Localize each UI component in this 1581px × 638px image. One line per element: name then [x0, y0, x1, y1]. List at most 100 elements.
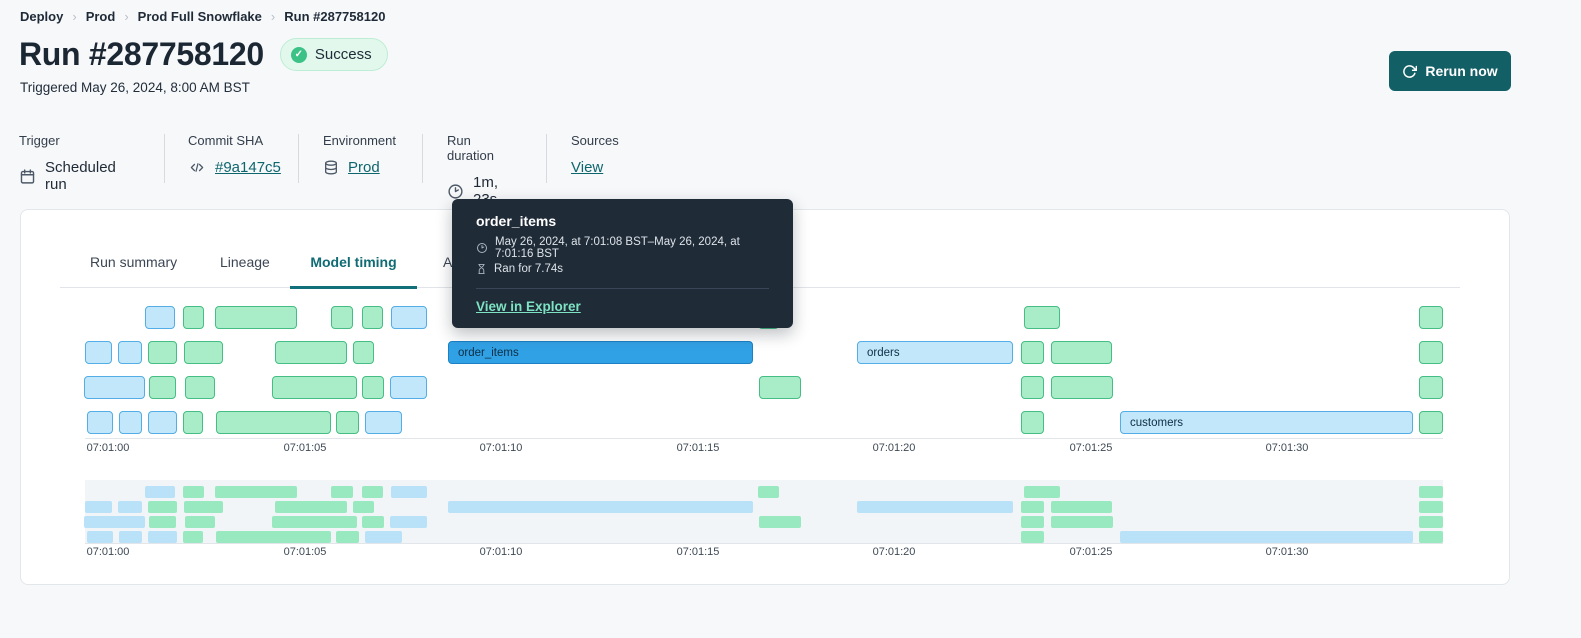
breadcrumb-item-prod-full-snowflake[interactable]: Prod Full Snowflake [137, 9, 262, 24]
mini-gantt-bar [149, 516, 176, 528]
gantt-bar-customers[interactable]: customers [1120, 411, 1413, 434]
gantt-bar-orders[interactable]: orders [857, 341, 1013, 364]
gantt-bar[interactable] [365, 411, 402, 434]
mini-gantt-bar [1120, 531, 1413, 543]
main-axis-tick-07-01-25: 07:01:25 [1069, 442, 1113, 454]
gantt-bar[interactable] [1024, 306, 1060, 329]
mini-axis-tick-07-01-30: 07:01:30 [1265, 546, 1309, 558]
mini-gantt-bar [1024, 486, 1060, 498]
gantt-bar[interactable] [1419, 411, 1443, 434]
status-badge: ✓ Success [279, 38, 388, 71]
mini-gantt-bar [1021, 501, 1044, 513]
gantt-bar-label: order_items [458, 346, 519, 359]
mini-gantt-bar [185, 516, 215, 528]
tab-label: Lineage [220, 254, 270, 270]
main-axis-tick-07-01-05: 07:01:05 [283, 442, 327, 454]
gantt-bar-label: orders [867, 346, 900, 359]
gantt-bar[interactable] [216, 411, 331, 434]
tooltip-duration: Ran for 7.74s [494, 263, 564, 275]
mini-gantt-bar [1419, 516, 1443, 528]
gantt-bar-order-items[interactable]: order_items [448, 341, 753, 364]
gantt-bar[interactable] [84, 376, 145, 399]
gantt-bar[interactable] [1419, 341, 1443, 364]
meta-group-sources: Sources View [571, 133, 619, 176]
tooltip-time-range: May 26, 2024, at 7:01:08 BST–May 26, 202… [495, 236, 740, 260]
tab-lineage[interactable]: Lineage [220, 254, 270, 288]
gantt-bar[interactable] [331, 306, 353, 329]
mini-gantt-bar [362, 486, 383, 498]
meta-group-trigger: Trigger Scheduled run [19, 133, 116, 193]
gantt-bar[interactable] [272, 376, 357, 399]
gantt-bar[interactable] [759, 376, 801, 399]
database-icon [323, 159, 339, 176]
breadcrumb-item-run-287758120[interactable]: Run #287758120 [284, 9, 386, 24]
mini-gantt-bar [362, 516, 384, 528]
mini-gantt-bar [390, 516, 427, 528]
meta-link-9a147c5[interactable]: #9a147c5 [215, 159, 281, 176]
gantt-bar[interactable] [185, 376, 215, 399]
gantt-bar[interactable] [1021, 411, 1044, 434]
gantt-bar[interactable] [149, 376, 176, 399]
gantt-bar[interactable] [1419, 376, 1443, 399]
gantt-bar[interactable] [183, 411, 203, 434]
gantt-bar[interactable] [1021, 376, 1044, 399]
gantt-bar[interactable] [362, 376, 384, 399]
gantt-bar-label: customers [1130, 416, 1184, 429]
mini-gantt-bar [353, 501, 374, 513]
mini-gantt-bar [1051, 516, 1113, 528]
meta-link-prod[interactable]: Prod [348, 159, 380, 176]
mini-gantt-bar [857, 501, 1013, 513]
meta-link-view[interactable]: View [571, 159, 604, 176]
breadcrumb-separator-icon: › [124, 9, 129, 24]
gantt-bar[interactable] [87, 411, 113, 434]
mini-gantt-bar [119, 531, 142, 543]
mini-gantt-bar [87, 531, 113, 543]
gantt-bar[interactable] [391, 306, 427, 329]
gantt-bar[interactable] [1051, 376, 1113, 399]
main-axis-tick-07-01-30: 07:01:30 [1265, 442, 1309, 454]
gantt-bar[interactable] [148, 341, 177, 364]
gantt-bar[interactable] [184, 341, 223, 364]
breadcrumb-separator-icon: › [270, 9, 276, 24]
mini-gantt-bar [85, 501, 112, 513]
gantt-bar[interactable] [362, 306, 383, 329]
meta-divider [164, 134, 165, 183]
gantt-bar[interactable] [215, 306, 297, 329]
mini-gantt-bar [84, 516, 145, 528]
mini-gantt-bar [183, 531, 203, 543]
mini-gantt-bar [184, 501, 223, 513]
mini-gantt-bar [118, 501, 142, 513]
gantt-bar[interactable] [145, 306, 175, 329]
gantt-bar[interactable] [85, 341, 112, 364]
mini-axis-tick-07-01-15: 07:01:15 [676, 546, 720, 558]
view-in-explorer-link[interactable]: View in Explorer [476, 299, 581, 314]
gantt-bar[interactable] [118, 341, 142, 364]
mini-gantt-bar [183, 486, 204, 498]
gantt-bar[interactable] [336, 411, 359, 434]
gantt-bar[interactable] [390, 376, 427, 399]
gantt-bar[interactable] [148, 411, 177, 434]
mini-gantt-bar [391, 486, 427, 498]
meta-divider [298, 134, 299, 183]
tab-run-summary[interactable]: Run summary [90, 254, 177, 288]
gantt-bar[interactable] [183, 306, 204, 329]
gantt-bar[interactable] [1419, 306, 1443, 329]
gantt-bar[interactable] [119, 411, 142, 434]
rerun-icon [1402, 64, 1418, 79]
mini-axis-tick-07-01-25: 07:01:25 [1069, 546, 1113, 558]
page-title: Run #287758120 [19, 36, 264, 72]
gantt-bar[interactable] [1021, 341, 1044, 364]
gantt-bar[interactable] [275, 341, 347, 364]
mini-gantt-bar [1051, 501, 1112, 513]
breadcrumb-item-deploy[interactable]: Deploy [20, 9, 64, 24]
rerun-now-button[interactable]: Rerun now [1389, 51, 1511, 91]
gantt-bar[interactable] [353, 341, 374, 364]
hourglass-icon [476, 263, 487, 275]
meta-label-trigger: Trigger [19, 133, 60, 148]
meta-divider [546, 134, 547, 183]
success-check-icon: ✓ [290, 46, 307, 63]
breadcrumb-item-prod[interactable]: Prod [85, 9, 116, 24]
gantt-bar[interactable] [1051, 341, 1112, 364]
tab-model-timing[interactable]: Model timing [290, 254, 417, 289]
calendar-icon [19, 168, 36, 185]
